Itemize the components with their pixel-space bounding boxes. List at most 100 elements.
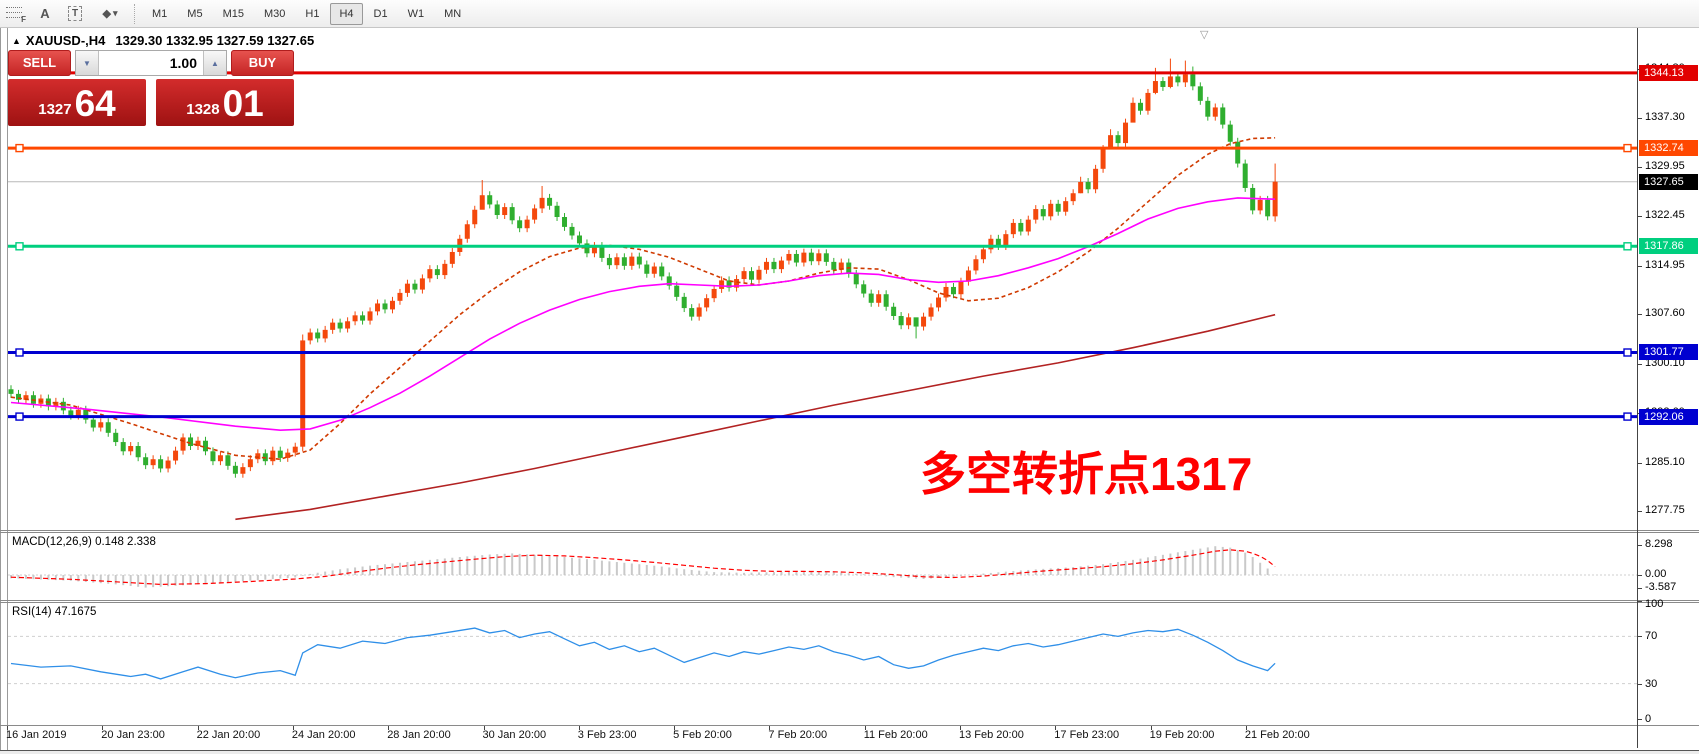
timeframe-button-h4[interactable]: H4: [330, 2, 363, 25]
macd-tick-mark: [1637, 587, 1642, 589]
text-label-tool-icon[interactable]: T: [63, 3, 87, 25]
price-tick-mark: [1637, 363, 1642, 365]
volume-spinner: ▼ ▲: [75, 50, 227, 76]
sell-button[interactable]: SELL: [8, 50, 71, 76]
fibonacci-retracement-icon[interactable]: F: [3, 3, 27, 25]
time-axis-label: 28 Jan 20:00: [387, 729, 451, 741]
time-axis-label: 24 Jan 20:00: [291, 729, 356, 741]
rsi-tick-mark: [1637, 683, 1642, 685]
rsi-tick-label: 30: [1645, 677, 1658, 690]
macd-pane-bottom-border: [0, 600, 1699, 601]
timeframe-button-w1[interactable]: W1: [407, 7, 425, 20]
price-tick-mark: [1637, 511, 1642, 513]
volume-decrease-button[interactable]: ▼: [76, 51, 99, 75]
fibonacci-lines-glyph: F: [6, 6, 26, 24]
time-tick-mark: [769, 726, 771, 730]
time-tick-mark: [483, 726, 485, 730]
price-badge: 1344.13: [1639, 64, 1698, 81]
time-axis-label: 17 Feb 23:00: [1054, 729, 1120, 741]
price-tick-mark: [1637, 265, 1642, 267]
price-tick-mark: [1637, 118, 1642, 119]
macd-tick-mark: [1637, 545, 1642, 547]
collapse-triangle-icon[interactable]: ▲: [12, 36, 21, 46]
rsi-indicator-label: RSI(14) 47.1675: [12, 606, 97, 618]
bid-price-panel[interactable]: 1327 64: [8, 79, 146, 126]
rsi-pane-bottom-border: [0, 725, 1699, 726]
time-tick-mark: [292, 726, 294, 730]
ohlc-values: 1329.30 1332.95 1327.59 1327.65: [115, 33, 315, 48]
arrow-tools-dropdown-icon[interactable]: ◆ ▾: [93, 3, 127, 25]
price-tick-label: 1277.75: [1645, 504, 1685, 517]
timeframe-button-m15[interactable]: M15: [222, 7, 244, 20]
macd-pane-top-border[interactable]: [0, 532, 1699, 533]
ask-price-panel[interactable]: 1328 01: [156, 79, 294, 126]
price-badge: 1292.06: [1639, 408, 1698, 425]
time-tick-mark: [197, 726, 199, 730]
macd-indicator-label: MACD(12,26,9) 0.148 2.338: [12, 536, 156, 548]
time-axis-label: 19 Feb 20:00: [1149, 729, 1215, 741]
timeframe-button-h1[interactable]: H1: [305, 7, 320, 20]
price-tick-mark: [1637, 166, 1642, 168]
time-axis-label: 22 Jan 20:00: [196, 729, 261, 741]
price-tick-mark: [1637, 314, 1642, 316]
main-pane-bottom-border: [0, 530, 1699, 531]
toolbar: F A T ◆ ▾ M1 M5 M15 M30 H1 H4 D1 W1 MN: [0, 0, 1699, 28]
timeframe-button-m5[interactable]: M5: [187, 7, 203, 20]
time-tick-mark: [388, 726, 390, 730]
rsi-tick-label: 100: [1645, 598, 1664, 610]
chart-shift-marker-icon[interactable]: ▽: [1200, 29, 1209, 41]
time-tick-mark: [578, 726, 580, 730]
volume-increase-button[interactable]: ▲: [203, 51, 226, 75]
chart-left-border: [7, 28, 8, 754]
time-axis-label: 11 Feb 20:00: [863, 729, 928, 741]
text-tool-icon[interactable]: A: [33, 3, 57, 25]
price-tick-label: 1337.30: [1645, 111, 1685, 123]
time-axis-label: 13 Feb 20:00: [959, 729, 1024, 741]
rsi-tick-mark: [1637, 636, 1642, 638]
symbol-period-label: XAUUSD-,H4: [25, 33, 106, 48]
time-axis-label: 16 Jan 2019: [6, 729, 67, 741]
chevron-down-icon: ▾: [112, 8, 118, 18]
text-glyph: A: [40, 6, 50, 21]
price-axis-line: [1637, 28, 1638, 748]
time-axis-label: 3 Feb 23:00: [577, 729, 637, 741]
chart-annotation-text: 多空转折点1317: [920, 448, 1253, 500]
ask-price-small: 1328: [186, 101, 220, 118]
time-tick-mark: [7, 726, 8, 730]
macd-tick-label: 8.298: [1645, 538, 1673, 551]
time-tick-mark: [102, 726, 104, 730]
buy-button[interactable]: BUY: [231, 50, 294, 76]
price-tick-label: 1322.45: [1645, 209, 1685, 221]
price-tick-mark: [1637, 216, 1642, 217]
time-tick-mark: [1245, 726, 1247, 730]
time-axis-label: 7 Feb 20:00: [768, 729, 828, 741]
timeframe-button-m1[interactable]: M1: [152, 7, 168, 20]
price-tick-label: 1329.95: [1645, 159, 1685, 172]
time-tick-mark: [674, 726, 676, 730]
window-bottom-strip: [0, 751, 1699, 754]
volume-input[interactable]: [99, 51, 203, 75]
price-badge: 1301.77: [1639, 344, 1698, 361]
time-axis-label: 20 Jan 23:00: [101, 729, 165, 741]
label-glyph: T: [67, 6, 83, 21]
timeframe-button-mn[interactable]: MN: [444, 7, 462, 20]
price-tick-label: 1285.10: [1645, 455, 1685, 468]
time-tick-mark: [1150, 726, 1152, 730]
bid-price-big: 64: [74, 83, 116, 124]
arrow-down-icon: ▼: [83, 58, 91, 68]
timeframe-button-m30[interactable]: M30: [263, 7, 286, 20]
arrow-up-icon: ▲: [211, 58, 219, 68]
time-axis-label: 30 Jan 20:00: [482, 729, 547, 741]
rsi-pane-top-border[interactable]: [0, 602, 1699, 603]
timeframe-button-d1[interactable]: D1: [373, 7, 388, 20]
price-badge: 1332.74: [1639, 140, 1698, 157]
time-tick-mark: [960, 726, 961, 730]
macd-tick-label: 0.00: [1645, 568, 1667, 580]
window-left-edge: [0, 28, 1, 754]
rsi-tick-label: 0: [1645, 713, 1652, 725]
diamond-glyph: ◆: [102, 8, 111, 20]
price-badge: 1317.86: [1639, 238, 1698, 255]
price-badge: 1327.65: [1639, 173, 1698, 190]
